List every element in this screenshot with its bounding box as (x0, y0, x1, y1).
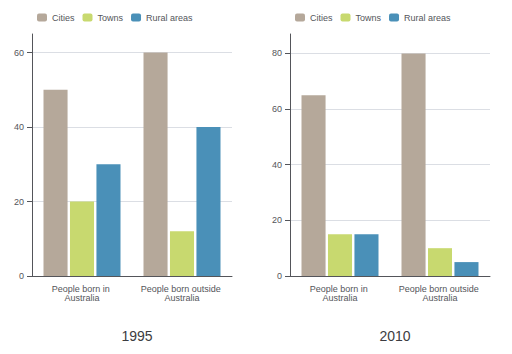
svg-text:40: 40 (14, 122, 24, 132)
svg-text:2010: 2010 (379, 328, 410, 344)
svg-text:60: 60 (272, 104, 282, 114)
svg-text:80: 80 (272, 48, 282, 58)
svg-text:0: 0 (19, 271, 24, 281)
svg-text:Australia: Australia (164, 293, 199, 303)
svg-text:20: 20 (14, 197, 24, 207)
svg-text:60: 60 (14, 48, 24, 58)
svg-text:Cities: Cities (52, 13, 75, 23)
svg-text:40: 40 (272, 160, 282, 170)
svg-text:Australia: Australia (322, 293, 357, 303)
svg-text:20: 20 (272, 215, 282, 225)
svg-text:People born outside: People born outside (398, 283, 482, 294)
svg-text:Australia: Australia (422, 293, 457, 303)
svg-text:People born in: People born in (51, 283, 113, 294)
svg-text:Cities: Cities (310, 13, 333, 23)
svg-text:Towns: Towns (356, 13, 382, 23)
svg-text:Towns: Towns (98, 13, 124, 23)
svg-text:1995: 1995 (121, 328, 152, 344)
svg-text:Australia: Australia (64, 293, 99, 303)
svg-text:People born in: People born in (309, 283, 371, 294)
svg-text:Rural areas: Rural areas (146, 13, 193, 23)
svg-text:People born outside: People born outside (140, 283, 224, 294)
svg-text:Rural areas: Rural areas (404, 13, 451, 23)
svg-text:0: 0 (277, 271, 282, 281)
